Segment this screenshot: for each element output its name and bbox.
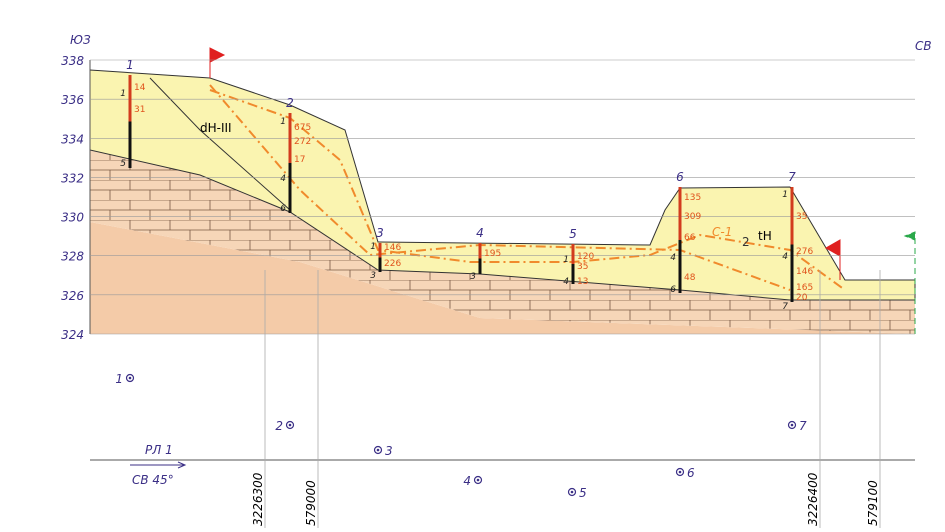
borehole-label: 7 xyxy=(788,170,796,184)
direction-label: СВ 45° xyxy=(132,473,174,487)
depth-label: 5 xyxy=(120,159,126,169)
tick-label: 328 xyxy=(61,250,84,264)
sample-label: 146 xyxy=(796,267,813,277)
header-right: СВ xyxy=(915,39,932,53)
unit-label: dH-III xyxy=(200,121,232,135)
tick-label: 324 xyxy=(61,328,84,342)
borehole-label: 1 xyxy=(126,58,134,72)
sample-label: 20 xyxy=(796,293,808,303)
unit-label: C-1 xyxy=(712,225,732,239)
tick-label: 330 xyxy=(61,211,84,225)
borehole-label: 5 xyxy=(569,227,577,241)
sample-label: 309 xyxy=(684,212,701,222)
depth-label: 3 xyxy=(470,272,476,282)
tick-label: 334 xyxy=(61,132,84,146)
sample-label: 195 xyxy=(484,249,501,259)
tick-label: 338 xyxy=(61,54,84,68)
borehole-label: 2 xyxy=(286,96,294,110)
plan-point-dot xyxy=(288,423,292,427)
plan-label: 6 xyxy=(687,466,695,480)
depth-label: 6 xyxy=(670,285,676,295)
sample-label: 276 xyxy=(796,247,813,257)
depth-label: 1 xyxy=(280,117,286,127)
header-left: ЮЗ xyxy=(70,33,91,47)
plan-point-dot xyxy=(128,376,132,380)
arrow xyxy=(130,461,187,469)
plan-label: 2 xyxy=(275,419,283,433)
plan-point-dot xyxy=(376,448,380,452)
plan-label: 4 xyxy=(463,474,471,488)
depth-label: 4 xyxy=(280,174,286,184)
depth-label: 4 xyxy=(563,277,569,287)
sample-label: 226 xyxy=(384,259,401,269)
unit-index: 2 xyxy=(742,235,750,249)
depth-label: 3 xyxy=(370,271,376,281)
sample-label: 31 xyxy=(134,105,145,115)
sample-label: 165 xyxy=(796,283,813,293)
depth-label: 1 xyxy=(563,255,569,265)
borehole-label: 6 xyxy=(676,170,684,184)
coord-label: 579100 xyxy=(866,480,880,526)
coord-label: 579000 xyxy=(304,480,318,526)
sample-label: 13 xyxy=(577,277,588,287)
tick-label: 326 xyxy=(61,289,84,303)
borehole-label: 4 xyxy=(476,226,484,240)
sample-label: 48 xyxy=(684,273,696,283)
sample-label: 120 xyxy=(577,252,594,262)
tick-label: 332 xyxy=(61,171,84,185)
sample-label: 35 xyxy=(577,262,588,272)
borehole-label: 3 xyxy=(376,226,384,240)
plan-point-dot xyxy=(790,423,794,427)
sample-label: 66 xyxy=(684,233,696,243)
depth-label: 1 xyxy=(120,89,126,99)
depth-label: 1 xyxy=(782,190,788,200)
plan-point-dot xyxy=(678,470,682,474)
plan-point-dot xyxy=(476,478,480,482)
sample-label: 14 xyxy=(134,83,146,93)
sample-label: 146 xyxy=(384,243,401,253)
sample-label: 135 xyxy=(684,193,701,203)
sample-label: 17 xyxy=(294,155,305,165)
depth-label: 4 xyxy=(670,253,676,263)
plan-point-dot xyxy=(570,490,574,494)
sample-label: 272 xyxy=(294,137,311,147)
depth-label: 6 xyxy=(280,204,286,214)
coord-label: 3226300 xyxy=(251,472,265,526)
sample-label: 675 xyxy=(294,123,311,133)
depth-label: 4 xyxy=(782,252,788,262)
line-label: РЛ 1 xyxy=(145,443,173,457)
geology xyxy=(89,47,916,334)
sample-label: 35 xyxy=(796,212,807,222)
plan-label: 1 xyxy=(115,372,123,386)
depth-label: 7 xyxy=(782,302,788,312)
plan-label: 7 xyxy=(799,419,807,433)
tick-label: 336 xyxy=(61,93,84,107)
unit-label: tH xyxy=(758,229,772,243)
coord-label: 3226400 xyxy=(806,472,820,526)
depth-label: 1 xyxy=(370,242,376,252)
plan-label: 3 xyxy=(385,444,393,458)
plan-label: 5 xyxy=(579,486,587,500)
